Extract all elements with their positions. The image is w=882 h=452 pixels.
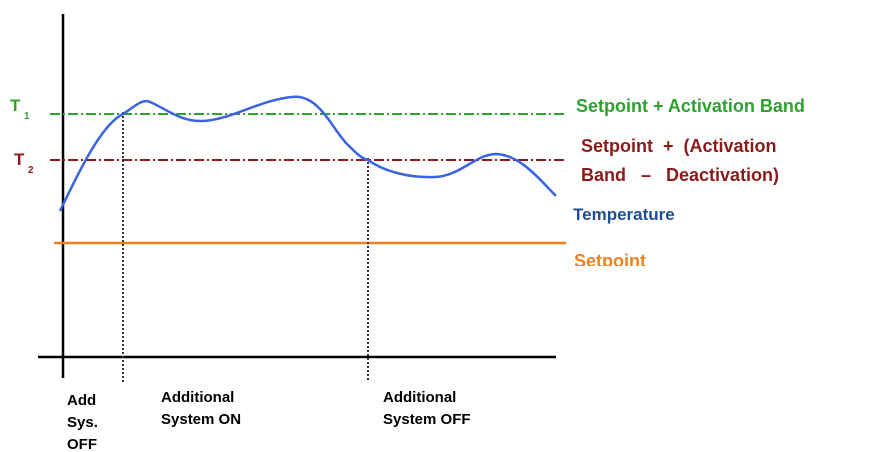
phase-system-on-line1: Additional <box>161 389 234 406</box>
t1-label: Setpoint + Activation Band <box>576 96 805 116</box>
t1-symbol: T <box>10 96 21 115</box>
phase-system-off-line1: Additional <box>383 389 456 406</box>
t2-symbol: T <box>14 150 25 169</box>
t2-subscript: 2 <box>28 165 34 176</box>
phase-add-sys-off-line1: Add <box>67 392 96 409</box>
temperature-curve <box>58 95 557 212</box>
phase-add-sys-off-line2: Sys. <box>67 414 98 431</box>
phase-add-sys-off-line3: OFF <box>67 436 97 452</box>
t1-subscript: 1 <box>24 111 30 122</box>
t2-label-line1: Setpoint + (Activation <box>581 136 777 156</box>
t2-label-line2: Band – Deactivation) <box>581 165 779 185</box>
phase-system-on-line2: System ON <box>161 411 241 428</box>
setpoint-label: Setpoint <box>574 251 646 271</box>
temperature-label: Temperature <box>573 205 675 224</box>
phase-system-off-line2: System OFF <box>383 411 471 428</box>
